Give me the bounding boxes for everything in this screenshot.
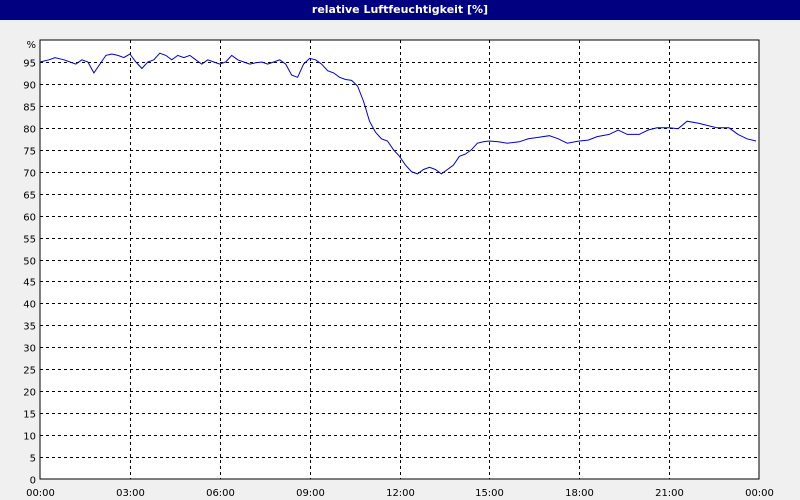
- y-tick-label: 10: [23, 432, 36, 443]
- x-tick-time: 09:00: [296, 488, 325, 499]
- y-tick-label: 65: [23, 191, 36, 202]
- x-axis-ticks: 00:0013.12.2203:0013.12.2206:0013.12.220…: [26, 488, 774, 499]
- x-tick-time: 03:00: [116, 488, 145, 499]
- series-line-humidity: [39, 52, 757, 175]
- humidity-line-chart: 05101520253035404550556065707580859095% …: [23, 39, 774, 499]
- y-tick-label: 30: [23, 344, 36, 355]
- y-tick-label: 40: [23, 300, 36, 311]
- y-unit-label: %: [26, 40, 36, 51]
- y-tick-label: 15: [23, 410, 36, 421]
- y-tick-label: 45: [23, 278, 36, 289]
- chart-area: 0 5 10 15 20 25 30 35 40 45 50 55 60 65 70 75 80 85 90 95% …: [0, 20, 800, 500]
- grid-lines: [40, 40, 759, 479]
- x-tick-time: 00:00: [745, 488, 774, 499]
- x-tick-time: 18:00: [565, 488, 594, 499]
- y-tick-label: 70: [23, 169, 36, 180]
- window-title: relative Luftfeuchtigkeit [%]: [0, 0, 800, 20]
- y-tick-label: 80: [23, 125, 36, 136]
- y-tick-label: 35: [23, 322, 36, 333]
- x-tick-time: 15:00: [475, 488, 504, 499]
- x-tick-time: 06:00: [206, 488, 235, 499]
- y-tick-label: 50: [23, 257, 36, 268]
- y-tick-label: 20: [23, 388, 36, 399]
- y-tick-label: 25: [23, 366, 36, 377]
- plot-area: [39, 39, 760, 480]
- y-tick-label: 55: [23, 235, 36, 246]
- y-tick-label: 90: [23, 81, 36, 92]
- y-tick-label: 75: [23, 147, 36, 158]
- y-tick-label: 60: [23, 213, 36, 224]
- x-tick-time: 21:00: [655, 488, 684, 499]
- y-axis-ticks: 0 5 10 15 20 25 30 35 40 45 50 55 60 65 70 75 80 85 90 95%: [23, 40, 36, 487]
- y-tick-label: 95: [23, 59, 36, 70]
- x-tick-time: 00:00: [26, 488, 55, 499]
- x-tick-time: 12:00: [386, 488, 415, 499]
- y-tick-label: 0: [30, 476, 36, 487]
- y-tick-label: 85: [23, 103, 36, 114]
- y-tick-label: 5: [30, 454, 36, 465]
